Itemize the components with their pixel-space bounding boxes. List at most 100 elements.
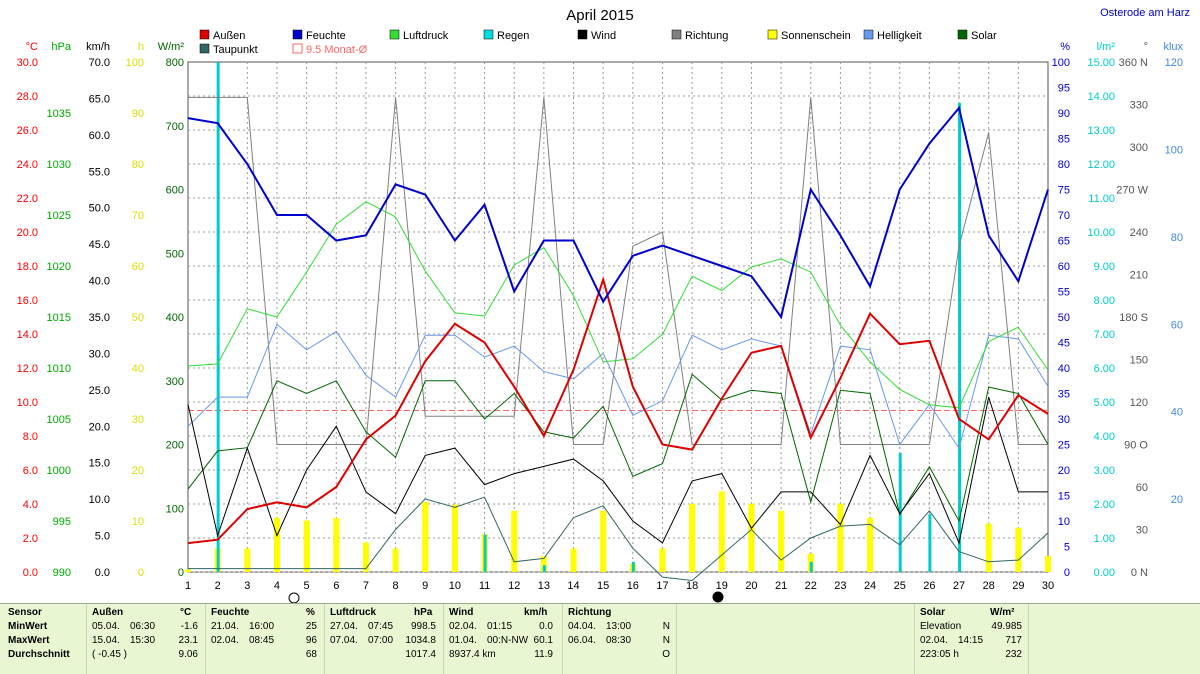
axis-tick-wm2: 0 — [178, 567, 184, 579]
stats-wind-min-date: 02.04. — [449, 621, 477, 632]
axis-tick-percent: 35 — [1058, 389, 1070, 401]
axis-tick-lm2: 2.00 — [1094, 499, 1115, 511]
full-moon-icon — [288, 592, 300, 603]
legend-swatch — [577, 29, 588, 40]
sunshine-bar — [837, 503, 844, 572]
axis-tick-hpa: 1025 — [47, 210, 71, 222]
stats-aussen-avg-note: ( -0.45 ) — [92, 649, 128, 660]
axis-tick-celsius: 2.0 — [23, 533, 38, 545]
stats-richtung-min-value: N — [662, 621, 670, 632]
axis-unit-hours: h — [138, 41, 144, 53]
stats-solar-max-time: 14:15 — [958, 635, 984, 646]
stats-wind-max-date: 01.04. — [449, 635, 477, 646]
axis-tick-hours: 90 — [132, 108, 144, 120]
axis-tick-lm2: 4.00 — [1094, 431, 1115, 443]
axis-tick-hpa: 1015 — [47, 312, 71, 324]
axis-tick-percent: 15 — [1058, 491, 1070, 503]
stats-sensor-header: Sensor — [8, 607, 42, 618]
axis-tick-day: 3 — [244, 580, 250, 592]
new-moon-icon — [712, 591, 724, 603]
axis-tick-day: 29 — [1012, 580, 1024, 592]
sunshine-bar — [244, 548, 251, 572]
axis-tick-day: 21 — [775, 580, 787, 592]
stats-feuchte-max-value: 96 — [305, 635, 317, 646]
stats-aussen-min-time: 06:30 — [130, 621, 156, 632]
stats-row-max: MaxWert — [8, 635, 50, 646]
axis-tick-percent: 60 — [1058, 261, 1070, 273]
axis-tick-celsius: 28.0 — [17, 91, 38, 103]
stats-richtung-header: Richtung — [568, 607, 612, 618]
axis-tick-hpa: 1030 — [47, 159, 71, 171]
axis-tick-lm2: 14.00 — [1087, 91, 1115, 103]
series-line-aussen — [187, 276, 1049, 545]
sunshine-bar — [867, 517, 874, 572]
axis-tick-degree: 150 — [1130, 355, 1148, 367]
stats-luftdruck-unit: hPa — [414, 607, 433, 618]
axis-tick-wm2: 200 — [166, 440, 184, 452]
axis-tick-hours: 10 — [132, 516, 144, 528]
axis-tick-day: 20 — [745, 580, 757, 592]
axis-tick-kmh: 20.0 — [89, 421, 110, 433]
axis-tick-lm2: 0.00 — [1094, 567, 1115, 579]
rain-bar — [928, 514, 932, 572]
axis-tick-day: 18 — [686, 580, 698, 592]
stats-row-avg: Durchschnitt — [8, 649, 70, 660]
legend-swatch — [199, 43, 210, 54]
axis-tick-day: 8 — [393, 580, 399, 592]
axis-tick-day: 10 — [449, 580, 461, 592]
series-line-richtung — [188, 96, 1048, 445]
axis-tick-celsius: 18.0 — [17, 261, 38, 273]
stats-aussen-max-value: 23.1 — [178, 635, 198, 646]
axis-tick-degree: 330 — [1130, 100, 1148, 112]
axis-tick-kmh: 55.0 — [89, 166, 110, 178]
stats-wind-max-value: 60.1 — [533, 635, 553, 646]
stats-richtung-min-time: 13:00 — [606, 621, 632, 632]
axis-tick-hpa: 1020 — [47, 261, 71, 273]
axis-tick-day: 12 — [508, 580, 520, 592]
axis-tick-celsius: 26.0 — [17, 125, 38, 137]
axis-unit-kmh: km/h — [86, 41, 110, 53]
axis-tick-klux: 100 — [1165, 144, 1183, 156]
stats-solar-avg-value: 232 — [1005, 649, 1022, 660]
stats-feuchte-min-value: 25 — [305, 621, 317, 632]
sunshine-bar — [689, 503, 696, 572]
axis-unit-percent: % — [1060, 41, 1070, 53]
legend-label: Richtung — [685, 30, 728, 42]
axis-tick-percent: 25 — [1058, 440, 1070, 452]
axis-tick-lm2: 12.00 — [1087, 159, 1115, 171]
axis-tick-day: 1 — [185, 580, 191, 592]
sunshine-bar — [1015, 527, 1022, 572]
axis-tick-day: 17 — [656, 580, 668, 592]
axis-tick-day: 19 — [716, 580, 728, 592]
axis-tick-lm2: 5.00 — [1094, 397, 1115, 409]
axis-tick-percent: 65 — [1058, 236, 1070, 248]
stats-solar-unit: W/m² — [990, 607, 1015, 618]
axis-tick-day: 27 — [953, 580, 965, 592]
axis-tick-lm2: 1.00 — [1094, 533, 1115, 545]
axis-tick-percent: 75 — [1058, 185, 1070, 197]
axis-tick-hours: 20 — [132, 465, 144, 477]
axis-unit-lm2: l/m² — [1097, 41, 1116, 53]
axis-tick-hpa: 1010 — [47, 363, 71, 375]
axis-tick-hours: 60 — [132, 261, 144, 273]
axis-tick-lm2: 3.00 — [1094, 465, 1115, 477]
stats-aussen-avg-value: 9.06 — [178, 649, 198, 660]
axis-tick-day: 26 — [923, 580, 935, 592]
axis-unit-degree: ° — [1144, 41, 1148, 53]
sunshine-bar — [600, 510, 607, 572]
stats-richtung-max-value: N — [662, 635, 670, 646]
rain-bar — [631, 561, 635, 572]
axis-tick-wm2: 600 — [166, 185, 184, 197]
series-line-taupunkt — [188, 496, 1049, 582]
legend-swatch — [863, 29, 874, 40]
axis-tick-day: 4 — [274, 580, 280, 592]
rain-bar — [958, 102, 962, 573]
axis-tick-kmh: 60.0 — [89, 130, 110, 142]
sunshine-bar — [392, 548, 399, 572]
axis-tick-lm2: 8.00 — [1094, 295, 1115, 307]
axis-tick-degree: 90 O — [1124, 440, 1148, 452]
axis-tick-klux: 60 — [1171, 319, 1183, 331]
series-line-luftdruck — [187, 201, 1049, 409]
legend-label: Solar — [971, 30, 997, 42]
legend-swatch — [292, 43, 303, 54]
